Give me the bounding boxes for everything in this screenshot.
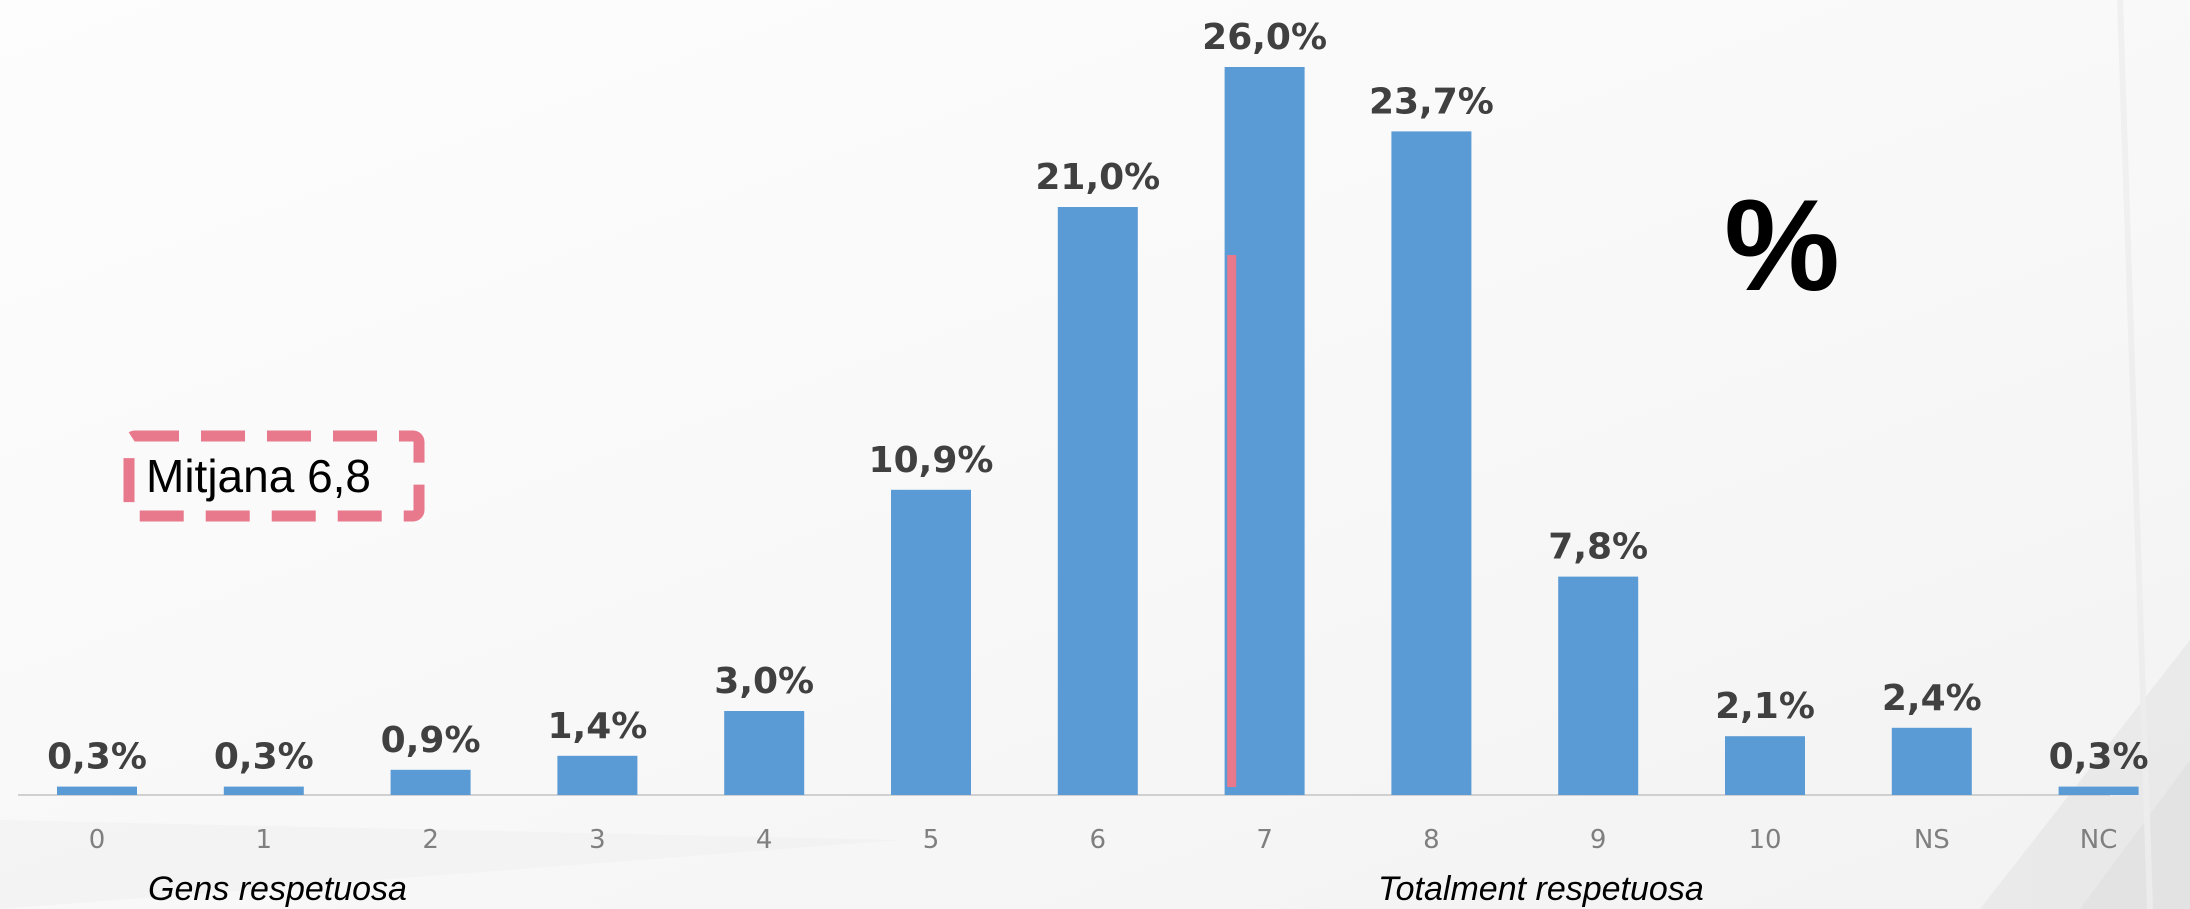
value-label-5: 10,9%: [869, 440, 994, 481]
right-axis-note: Totalment respetuosa: [1378, 870, 1704, 908]
bar-8: [1391, 131, 1472, 795]
bar-10: [1725, 736, 1805, 795]
tick-label-0: 0: [89, 825, 106, 855]
value-label-1: 0,3%: [214, 737, 314, 778]
mean-line: [1227, 255, 1237, 787]
tick-label-9: 9: [1590, 825, 1607, 855]
tick-label-1: 1: [256, 825, 273, 855]
value-label-3: 1,4%: [547, 706, 647, 747]
value-label-4: 3,0%: [714, 661, 814, 702]
left-axis-note: Gens respetuosa: [148, 870, 407, 908]
tick-label-6: 6: [1090, 825, 1107, 855]
bar-5: [891, 489, 971, 795]
tick-label-5: 5: [923, 825, 940, 855]
value-label-2: 0,9%: [381, 720, 481, 761]
value-labels-group: 0,3% 0,3% 0,9% 1,4% 3,0% 10,9% 21,0% 26,0% 23,7%…: [47, 17, 2148, 778]
tick-label-4: 4: [756, 825, 773, 855]
bar-nc: [2058, 786, 2139, 795]
value-label-7: 26,0%: [1202, 17, 1327, 58]
tick-label-nc: NC: [2080, 825, 2118, 855]
bar-7: [1224, 67, 1305, 795]
bar-0: [57, 786, 137, 795]
bar-ns: [1891, 727, 1972, 795]
tick-label-ns: NS: [1914, 825, 1950, 855]
value-label-6: 21,0%: [1035, 157, 1160, 198]
value-label-0: 0,3%: [47, 737, 147, 778]
bar-3: [557, 755, 638, 795]
value-label-ns: 2,4%: [1882, 678, 1982, 719]
value-label-9: 7,8%: [1548, 527, 1648, 568]
tick-label-2: 2: [422, 825, 439, 855]
bar-4: [724, 711, 805, 795]
bar-6: [1057, 207, 1138, 795]
tick-label-7: 7: [1256, 825, 1273, 855]
mean-box-border: [123, 430, 425, 522]
unit-symbol: %: [1724, 172, 1840, 318]
bar-2: [390, 769, 471, 795]
tick-label-8: 8: [1423, 825, 1440, 855]
bars-group: [57, 67, 2139, 795]
tick-labels-group: 0 1 2 3 4 5 6 7 8 9 10 NS NC: [89, 825, 2118, 855]
value-label-10: 2,1%: [1715, 686, 1815, 727]
tick-label-3: 3: [589, 825, 606, 855]
tick-label-10: 10: [1748, 825, 1781, 855]
bar-1: [223, 786, 304, 795]
mean-box-label: Mitjana 6,8: [146, 450, 371, 502]
value-label-nc: 0,3%: [2049, 737, 2149, 778]
bar-9: [1558, 576, 1639, 795]
value-label-8: 23,7%: [1369, 81, 1494, 122]
mean-annotation: Mitjana 6,8: [123, 430, 425, 522]
